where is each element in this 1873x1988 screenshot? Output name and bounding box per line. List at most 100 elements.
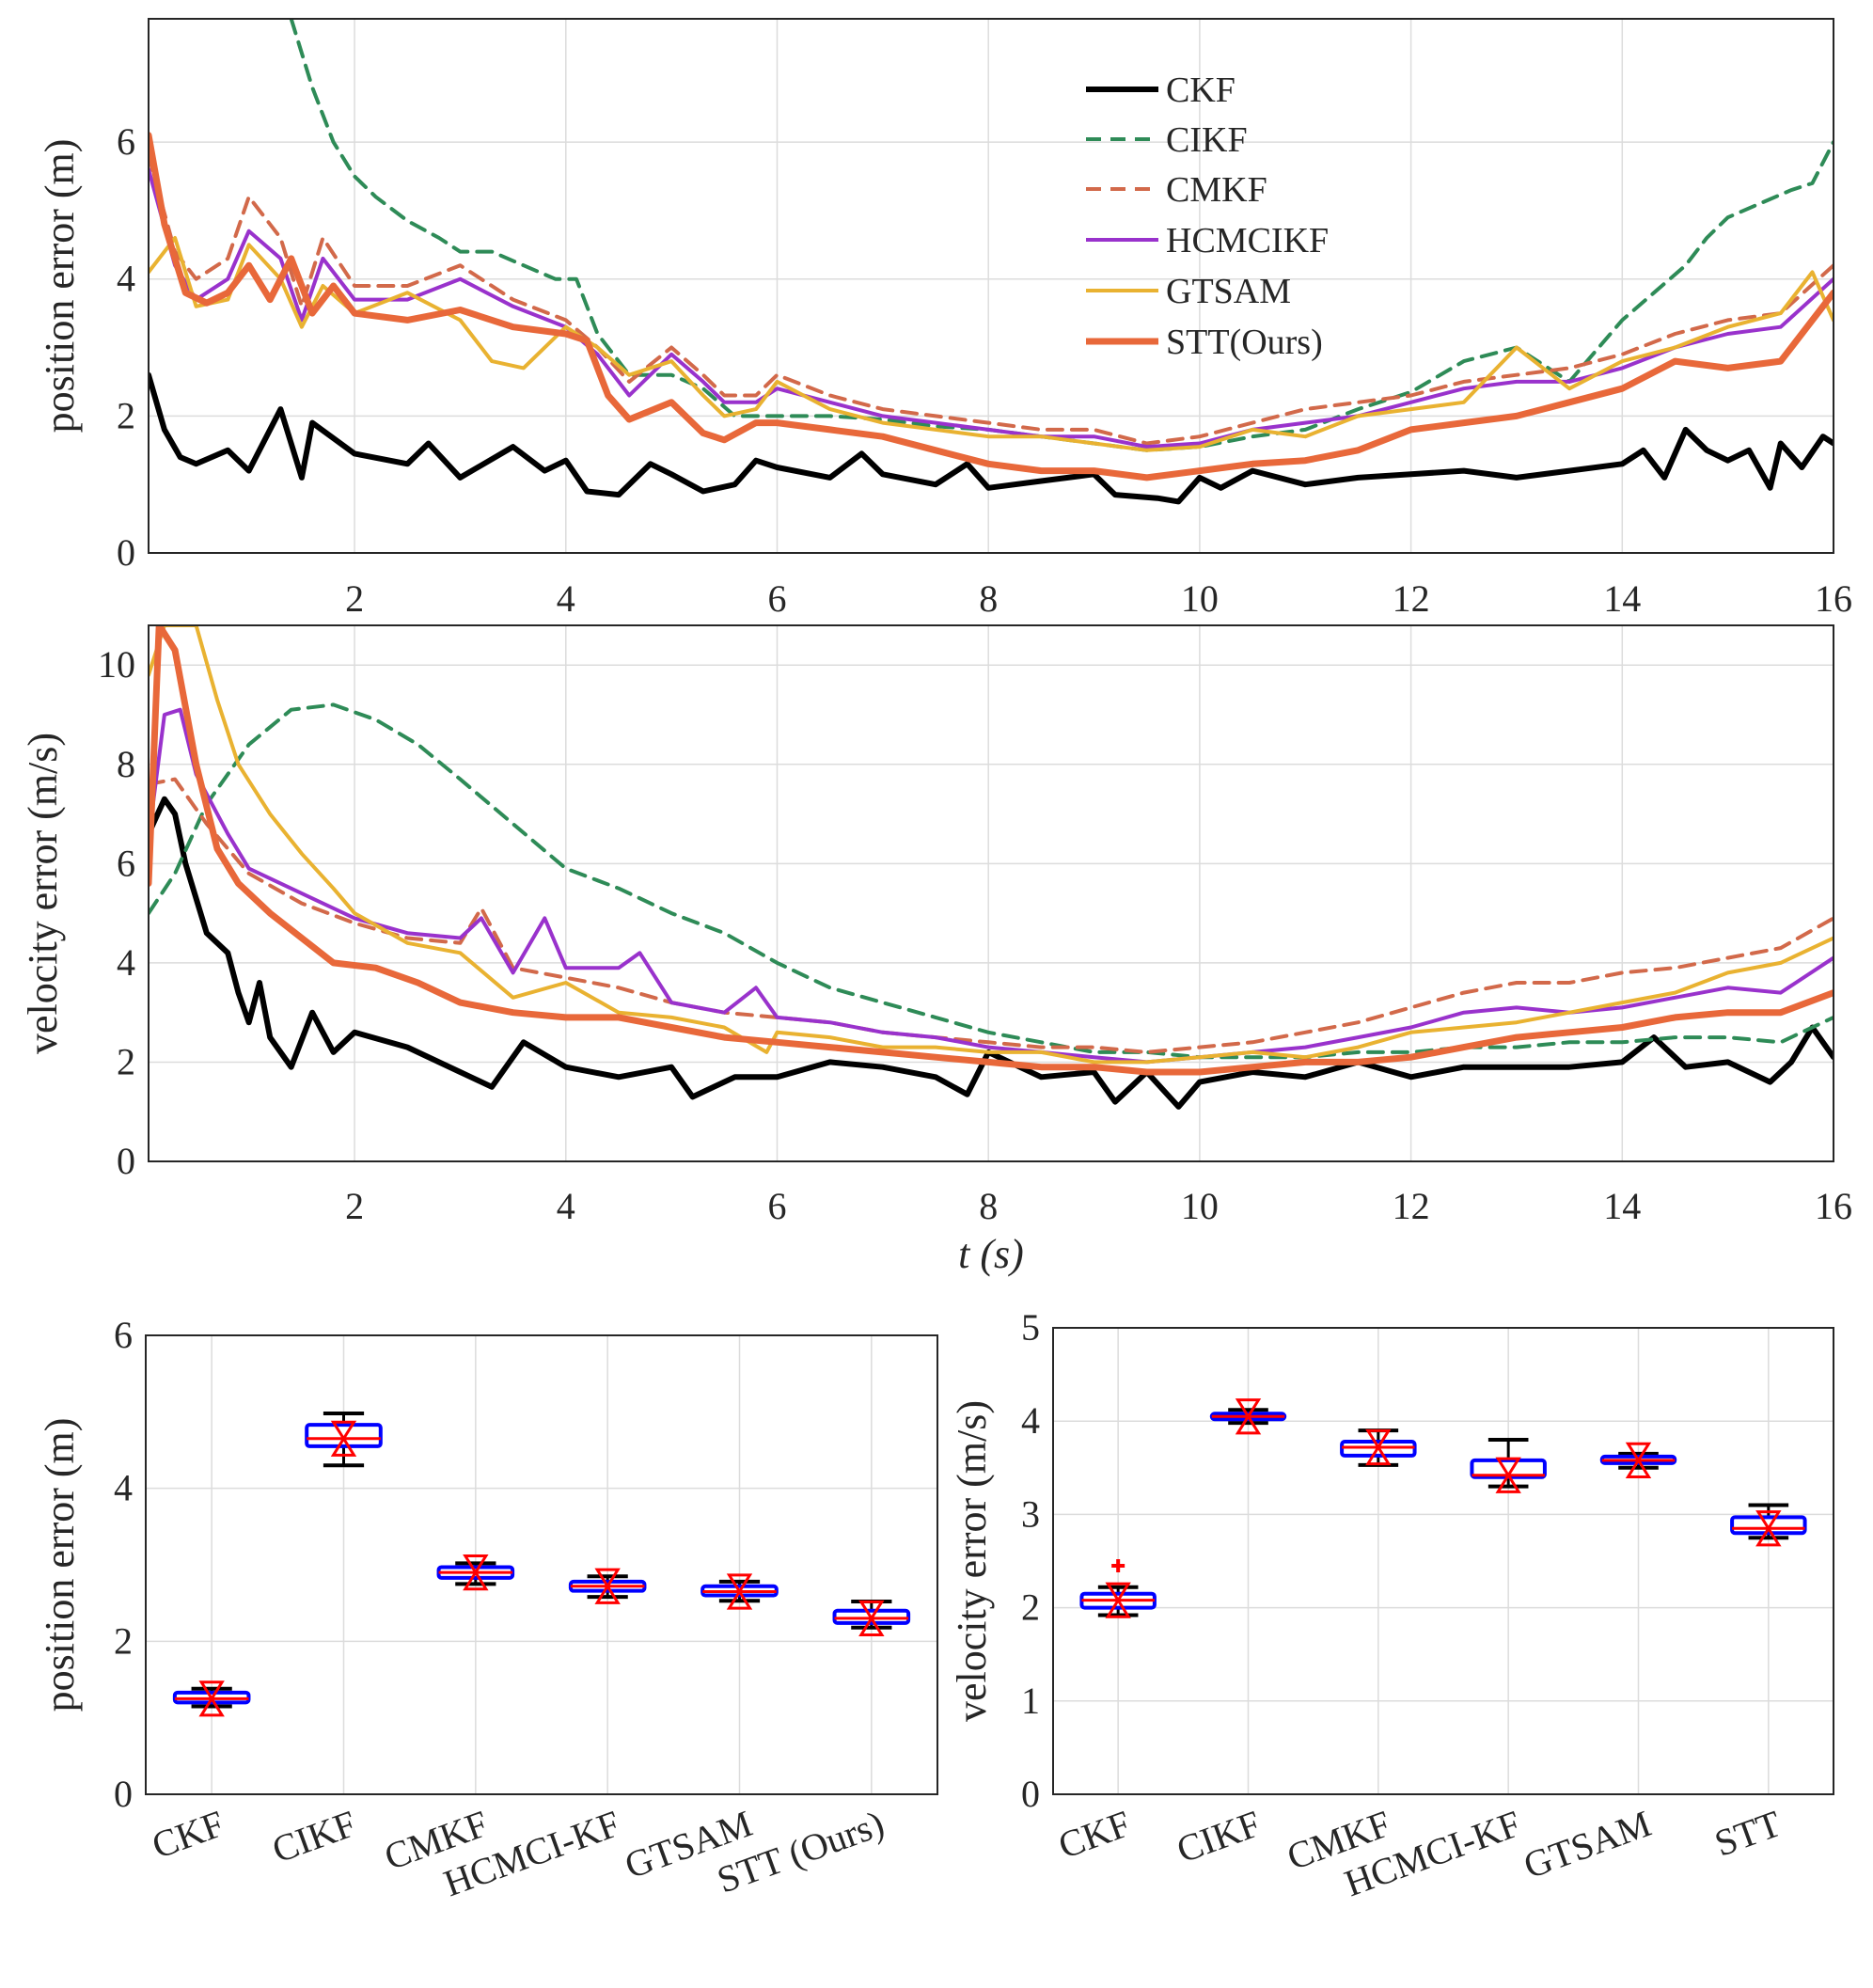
median-marker-down [594, 1568, 621, 1589]
median-marker-down [1495, 1457, 1521, 1478]
series-line-hcmcikf [149, 707, 1834, 1065]
legend-label-cmkf: CMKF [1166, 170, 1267, 210]
x-tick-label: 6 [767, 1185, 786, 1227]
axes-frame [145, 1334, 938, 1795]
box-cikf [305, 1411, 383, 1468]
series-line-cikf [149, 702, 1834, 1060]
y-tick-label: 4 [117, 258, 135, 300]
y-tick-label: 2 [117, 394, 135, 436]
y-tick-label: 6 [117, 842, 135, 884]
grid [149, 625, 1834, 1162]
plot-area [146, 1335, 937, 1794]
y-tick-label: 4 [114, 1467, 133, 1509]
x-tick-label: 14 [1603, 1185, 1641, 1227]
box-stt [1730, 1503, 1807, 1547]
box-group [1079, 1398, 1807, 1618]
median-marker-up [594, 1583, 621, 1604]
x-tick-label: 10 [1181, 1185, 1219, 1227]
legend-label-cikf: CIKF [1166, 120, 1248, 160]
x-tick-label: 2 [345, 577, 364, 620]
legend-label-hcmcikf: HCMCIKF [1166, 221, 1329, 260]
outlier-marker [1111, 1558, 1125, 1572]
median-marker-down [1365, 1428, 1392, 1450]
series-line-gtsam [149, 625, 1834, 1065]
x-tick-label: 16 [1815, 577, 1852, 620]
box-cmkf [436, 1554, 515, 1591]
box-ckf [172, 1680, 251, 1717]
y-tick-label: 4 [117, 941, 135, 984]
box-gtsam [1599, 1442, 1677, 1478]
plot-area [149, 625, 1834, 1161]
y-tick-label: 0 [117, 531, 135, 574]
y-tick-label: 10 [98, 643, 135, 686]
box-hcmci-kf [1470, 1438, 1547, 1493]
median-marker-up [1235, 1413, 1262, 1435]
series-group [149, 625, 1834, 1110]
x-tick-label: 4 [557, 577, 575, 620]
median-marker-down [1235, 1398, 1262, 1420]
position-timeseries-panel: 2 4 6 8 10 12 14 16 0 2 4 6 position error (m) CKF … [37, 18, 1852, 620]
median-marker-down [858, 1600, 885, 1621]
y-tick-label: 8 [117, 743, 135, 785]
series-line-gtsam [149, 236, 1834, 452]
y-tick-label: 5 [1021, 1306, 1040, 1349]
y-tick-label: 4 [1021, 1399, 1040, 1442]
series-group [149, 19, 1834, 505]
median-marker-up [1625, 1458, 1652, 1478]
plot-area [1053, 1328, 1834, 1794]
y-tick-label: 2 [114, 1619, 133, 1662]
legend: CKF CIKF CMKF HCMCIKF GTSAM STT(Ours) [1086, 71, 1329, 362]
series-line-ckf [149, 796, 1834, 1110]
y-axis-label: position error (m) [37, 139, 83, 434]
legend-label-stt: STT(Ours) [1166, 323, 1323, 362]
median-marker-down [1755, 1510, 1782, 1532]
y-tick-label: 6 [114, 1314, 133, 1356]
tick-labels: 2 4 6 8 10 12 14 16 0 2 4 6 8 10 [98, 643, 1852, 1227]
series-line-cmkf [149, 153, 1834, 446]
x-tick-label: 8 [979, 577, 998, 620]
x-tick-label: 6 [767, 577, 786, 620]
median-marker-up [1105, 1597, 1131, 1618]
axes-frame [148, 624, 1834, 1162]
median-marker-down [198, 1680, 225, 1702]
legend-label-gtsam: GTSAM [1166, 272, 1291, 311]
box-stt-ours [832, 1600, 911, 1637]
median-marker-up [858, 1616, 885, 1637]
median-marker-up [1365, 1444, 1392, 1466]
median-marker-down [330, 1420, 357, 1442]
x-tick-label: 10 [1181, 577, 1219, 620]
y-tick-label: 3 [1021, 1492, 1040, 1535]
median-marker-up [330, 1435, 357, 1457]
axes-frame [148, 18, 1834, 554]
median-marker-up [726, 1588, 753, 1610]
y-tick-label: 0 [117, 1140, 135, 1182]
series-line-stt-ours [149, 625, 1834, 1076]
median-marker-down [1105, 1582, 1131, 1603]
x-tick-label: 16 [1815, 1185, 1852, 1227]
median-marker-down [726, 1573, 753, 1595]
box-group [172, 1411, 911, 1717]
y-tick-label: 2 [1021, 1586, 1040, 1629]
median-marker-up [1755, 1525, 1782, 1547]
box-cmkf [1340, 1428, 1417, 1467]
y-tick-label: 1 [1021, 1680, 1040, 1722]
series-line-stt-ours [149, 132, 1834, 481]
x-tick-label: 2 [345, 1185, 364, 1227]
x-tick-label: 12 [1393, 1185, 1430, 1227]
box-hcmci-kf [568, 1568, 647, 1604]
x-tick-label: 12 [1393, 577, 1430, 620]
x-tick-label: 4 [557, 1185, 575, 1227]
median-marker-down [463, 1554, 489, 1575]
series-line-ckf [149, 371, 1834, 505]
median-marker-up [1495, 1472, 1521, 1493]
box-gtsam [700, 1573, 779, 1610]
median-marker-up [463, 1570, 489, 1591]
box-cikf [1209, 1398, 1287, 1435]
y-tick-label: 6 [117, 120, 135, 163]
median-marker-down [1625, 1442, 1652, 1463]
legend-label-ckf: CKF [1166, 71, 1236, 110]
x-tick-label: 14 [1603, 577, 1641, 620]
iqr-box [305, 1423, 383, 1448]
